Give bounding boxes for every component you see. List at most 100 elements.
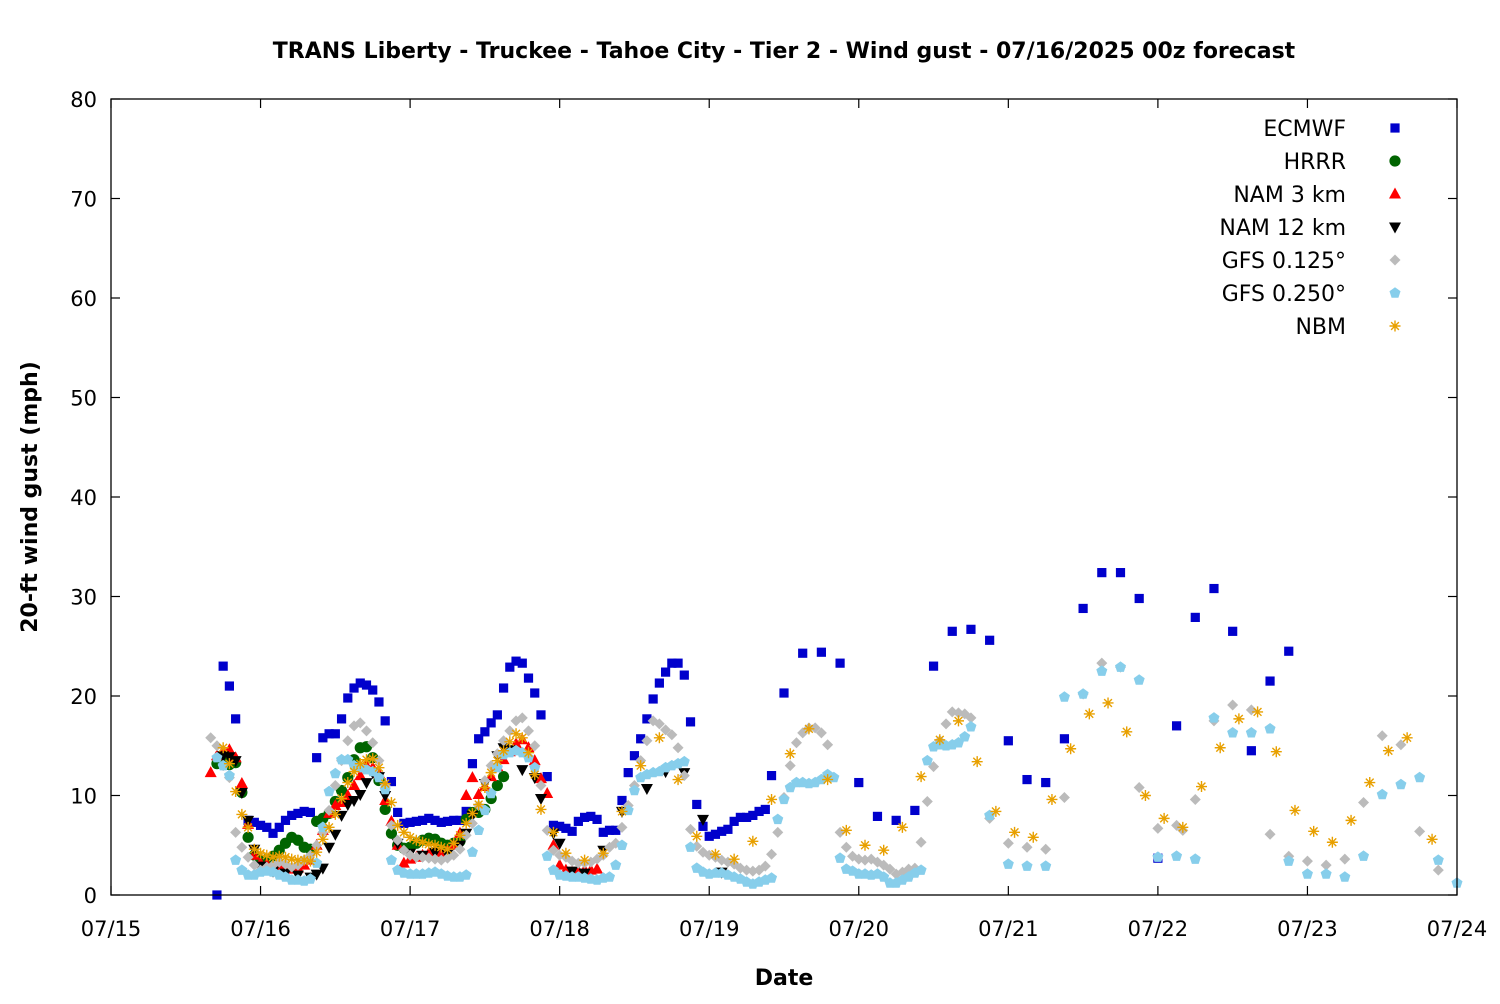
data-point-ecmwf [872,811,883,821]
data-point-nbm [404,831,416,843]
data-point-gfs-0-125 [1358,796,1370,808]
data-point-ecmwf [255,820,266,830]
data-point-nbm [373,762,385,774]
data-point-nbm [535,803,547,815]
plot-marks [204,568,1463,900]
data-point-ecmwf [579,812,590,822]
data-point-ecmwf [891,815,901,825]
data-point-ecmwf [623,768,633,778]
data-point-gfs-0-250 [323,785,335,797]
data-point-nbm [1326,836,1338,848]
data-point-gfs-0-250 [367,765,379,777]
data-point-gfs-0-125 [921,795,933,807]
data-point-nbm [304,855,316,867]
data-point-gfs-0-125 [1245,704,1257,716]
data-point-nbm [473,798,485,810]
data-point-gfs-0-250 [685,841,697,852]
legend-marker-hrrr [1389,155,1401,167]
data-point-ecmwf [218,661,228,671]
data-point-ecmwf [461,806,471,817]
data-point-gfs-0-125 [840,841,852,853]
data-point-gfs-0-125 [965,712,977,724]
data-point-nbm [1177,821,1189,833]
data-point-ecmwf [374,697,384,707]
data-point-gfs-0-125 [1339,853,1351,865]
data-point-gfs-0-125 [940,718,952,730]
data-point-gfs-0-125 [1171,819,1183,831]
data-point-gfs-0-250 [604,871,616,882]
data-point-gfs-0-250 [1040,860,1052,871]
data-point-ecmwf [368,685,378,695]
data-point-nbm [423,838,435,850]
data-point-gfs-0-125 [766,848,778,860]
data-point-gfs-0-125 [392,834,404,846]
data-point-nbm [952,715,964,727]
data-point-nbm [672,774,684,786]
data-point-nbm [1308,825,1320,837]
data-point-nbm [1046,793,1058,805]
legend-entry-gfs-0-125: GFS 0.125° [1222,249,1401,274]
data-point-nbm [766,793,778,805]
legend-marker-nbm [1389,320,1401,332]
data-point-gfs-0-250 [460,869,472,880]
data-point-nbm [292,854,304,866]
data-point-nbm [859,839,871,851]
data-point-gfs-0-250 [304,873,316,884]
data-point-ecmwf [567,826,577,836]
data-point-nbm [429,839,441,851]
data-point-ecmwf [467,759,478,769]
data-point-ecmwf [1115,568,1126,578]
data-point-ecmwf [636,734,646,744]
data-point-ecmwf [305,807,316,818]
data-point-nbm [1065,743,1077,755]
data-point-ecmwf [312,753,322,763]
data-point-nbm [236,808,248,820]
data-point-nbm [1102,697,1114,709]
legend-label: ECMWF [1263,117,1346,142]
data-point-nam-12-km [360,778,373,790]
data-point-gfs-0-250 [984,809,996,821]
data-point-gfs-0-250 [223,769,235,781]
data-point-gfs-0-250 [1021,860,1033,871]
data-point-ecmwf [536,710,546,720]
data-point-ecmwf [685,717,696,727]
data-point-ecmwf [816,647,826,657]
data-point-nbm [896,821,908,833]
data-point-gfs-0-125 [660,724,672,736]
data-point-gfs-0-125 [410,851,422,863]
data-point-gfs-0-125 [373,755,385,767]
y-tick-label: 70 [70,188,97,212]
data-point-gfs-0-125 [1264,828,1276,840]
x-tick-label: 07/22 [1128,917,1189,941]
data-point-nbm [653,732,665,744]
data-point-nbm [385,796,397,808]
data-point-nbm [616,805,628,817]
data-point-ecmwf [798,648,808,658]
data-point-gfs-0-250 [1077,688,1089,699]
data-point-nbm [1214,742,1226,754]
data-point-nam-3-km [466,771,479,783]
data-point-ecmwf [561,823,571,833]
data-point-gfs-0-250 [1414,771,1426,783]
x-tick-label: 07/16 [230,917,291,941]
data-point-ecmwf [667,658,677,668]
x-tick-label: 07/20 [829,917,890,941]
data-point-nbm [367,753,379,765]
data-point-ecmwf [629,751,640,761]
data-point-ecmwf [324,729,334,739]
data-point-nam-3-km [354,769,367,781]
data-point-gfs-0-250 [342,753,354,765]
data-point-gfs-0-250 [529,761,541,773]
data-point-nbm [498,745,510,757]
data-point-gfs-0-125 [230,826,242,838]
data-point-nbm [354,758,366,770]
data-point-ecmwf [386,776,397,787]
data-point-gfs-0-125 [236,841,248,853]
data-point-ecmwf [760,804,770,815]
data-point-nbm [709,848,721,860]
data-point-nam-12-km [310,869,323,881]
data-point-gfs-0-125 [784,760,796,772]
data-point-ecmwf [349,683,359,693]
data-point-nam-12-km [516,765,529,777]
data-point-gfs-0-125 [398,844,410,856]
